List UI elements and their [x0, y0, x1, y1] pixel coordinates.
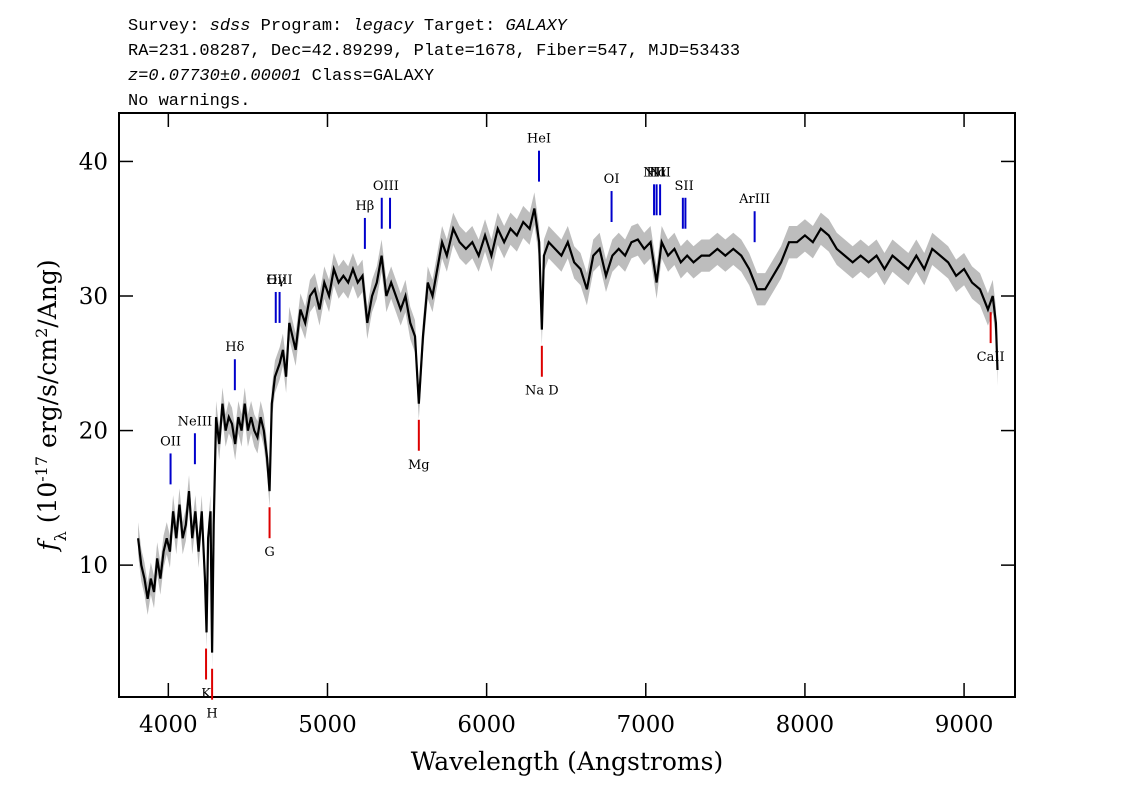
y-label-part: erg/s/cm: [33, 338, 62, 456]
emission-label: Hα: [647, 165, 667, 180]
y-tick-label: 20: [79, 419, 108, 445]
emission-label: NeIII: [178, 414, 212, 429]
header-line: RA=231.08287, Dec=42.89299, Plate=1678, …: [128, 42, 740, 61]
header-text: RA=231.08287, Dec=42.89299, Plate=1678, …: [128, 42, 740, 61]
x-tick-label: 5000: [298, 712, 357, 738]
emission-label: Hγ: [266, 273, 285, 288]
emission-label: OII: [160, 434, 181, 449]
header-line: z=0.07730±0.00001 Class=GALAXY: [128, 67, 434, 86]
absorption-label: G: [264, 545, 274, 560]
y-label-part: /Ang): [33, 259, 62, 327]
header-line: Survey: sdss Program: legacy Target: GAL…: [128, 17, 569, 36]
emission-label: Hβ: [355, 199, 374, 214]
emission-label: NII: [643, 165, 665, 180]
y-label-part: f: [33, 538, 62, 553]
y-tick-label: 40: [79, 149, 108, 175]
header-text: No warnings.: [128, 92, 250, 111]
header-text: Target:: [414, 17, 506, 36]
absorption-label: Mg: [408, 458, 430, 473]
y-label-part: λ: [51, 531, 70, 541]
plot-frame: [118, 112, 1016, 698]
y-tick-label: 10: [79, 553, 108, 579]
emission-label: OI: [604, 172, 620, 187]
header-text: z=0.07730±0.00001: [128, 67, 301, 86]
x-tick-label: 4000: [139, 712, 198, 738]
y-label-part: -17: [32, 456, 51, 482]
absorption-label: Na D: [525, 384, 559, 399]
x-tick-label: 8000: [776, 712, 835, 738]
emission-label: OIII: [373, 179, 399, 194]
spectrum-line: [137, 208, 999, 653]
y-tick-label: 30: [79, 284, 108, 310]
header-text: Program:: [250, 17, 352, 36]
header-text: Survey:: [128, 17, 210, 36]
header-text: legacy: [352, 17, 414, 36]
header-text: GALAXY: [506, 17, 569, 36]
emission-label: SII: [675, 179, 694, 194]
emission-label: HeI: [527, 132, 551, 147]
absorption-label: CaII: [977, 350, 1005, 365]
y-axis-label: fλ (10-17 erg/s/cm2/Ang): [32, 259, 70, 552]
y-label-part: 2: [32, 328, 51, 338]
header-line: No warnings.: [128, 92, 250, 111]
error-band: [138, 192, 998, 669]
absorption-label: K: [201, 687, 211, 702]
emission-label: Hδ: [225, 340, 244, 355]
header-text: sdss: [210, 17, 251, 36]
y-label-part: (10: [33, 482, 62, 532]
header-text: Class=GALAXY: [301, 67, 434, 86]
x-tick-label: 7000: [617, 712, 676, 738]
x-tick-label: 6000: [457, 712, 516, 738]
emission-label: OIII: [267, 273, 293, 288]
emission-label: NII: [649, 165, 671, 180]
absorption-label: H: [206, 707, 217, 722]
x-tick-label: 9000: [935, 712, 994, 738]
emission-label: ArIII: [738, 192, 770, 207]
x-axis-label: Wavelength (Angstroms): [411, 747, 723, 776]
